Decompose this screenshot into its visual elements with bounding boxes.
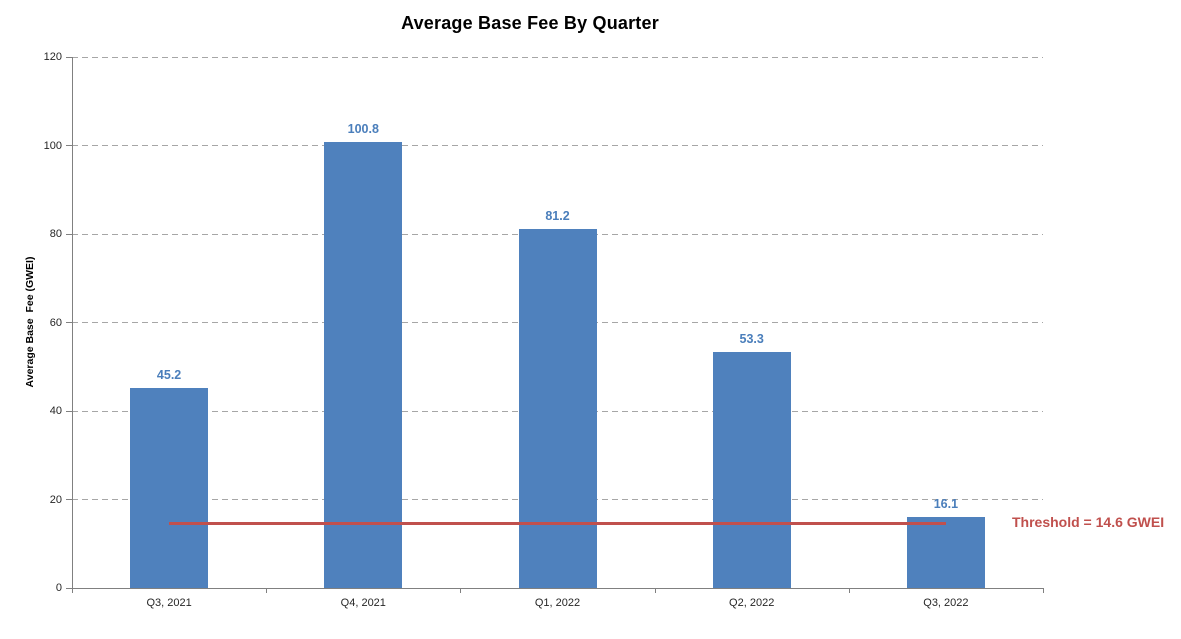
- y-tick-label: 60: [49, 316, 62, 329]
- x-axis-line: [72, 587, 1043, 589]
- bar-data-label: 16.1: [933, 496, 959, 511]
- y-tick-label: 100: [43, 139, 62, 152]
- y-axis-tick: [66, 499, 72, 500]
- x-axis-tick: [654, 588, 656, 593]
- bar: [712, 352, 791, 588]
- y-axis-tick: [66, 322, 72, 323]
- y-axis-tick: [66, 56, 72, 58]
- y-tick-label: 20: [49, 493, 62, 506]
- chart-title: Average Base Fee By Quarter: [401, 13, 659, 33]
- x-axis-tick: [72, 588, 73, 593]
- y-axis-tick: [66, 587, 72, 589]
- x-axis-tick: [1043, 588, 1044, 593]
- bar: [906, 516, 985, 588]
- y-tick-label: 120: [43, 51, 62, 63]
- x-category-label: Q3, 2022: [923, 597, 969, 609]
- y-gridline: [72, 145, 1043, 146]
- bar-data-label: 100.8: [347, 121, 379, 136]
- y-gridline: [72, 56, 1043, 58]
- bar-data-label: 81.2: [545, 208, 570, 223]
- bar: [518, 228, 597, 588]
- x-category-label: Q1, 2022: [534, 597, 581, 609]
- x-axis-tick: [848, 588, 850, 593]
- x-category-label: Q3, 2021: [146, 597, 192, 609]
- bar-data-label: 53.3: [739, 332, 764, 347]
- x-category-label: Q4, 2021: [340, 597, 386, 609]
- y-axis-tick: [66, 233, 72, 235]
- bar: [324, 141, 403, 588]
- threshold-label: Threshold = 14.6 GWEI: [1012, 514, 1165, 531]
- x-category-label: Q2, 2022: [729, 597, 775, 609]
- y-axis-line: [72, 57, 73, 588]
- y-axis-tick: [66, 145, 72, 146]
- bar: [130, 387, 209, 588]
- y-tick-label: 80: [49, 228, 62, 240]
- threshold-line: [169, 521, 946, 525]
- bar-data-label: 45.2: [156, 367, 182, 382]
- y-axis-tick: [66, 410, 72, 412]
- x-axis-tick: [460, 588, 462, 593]
- y-tick-label: 40: [49, 405, 62, 417]
- x-axis-tick: [266, 588, 268, 593]
- y-tick-label: 0: [55, 582, 62, 594]
